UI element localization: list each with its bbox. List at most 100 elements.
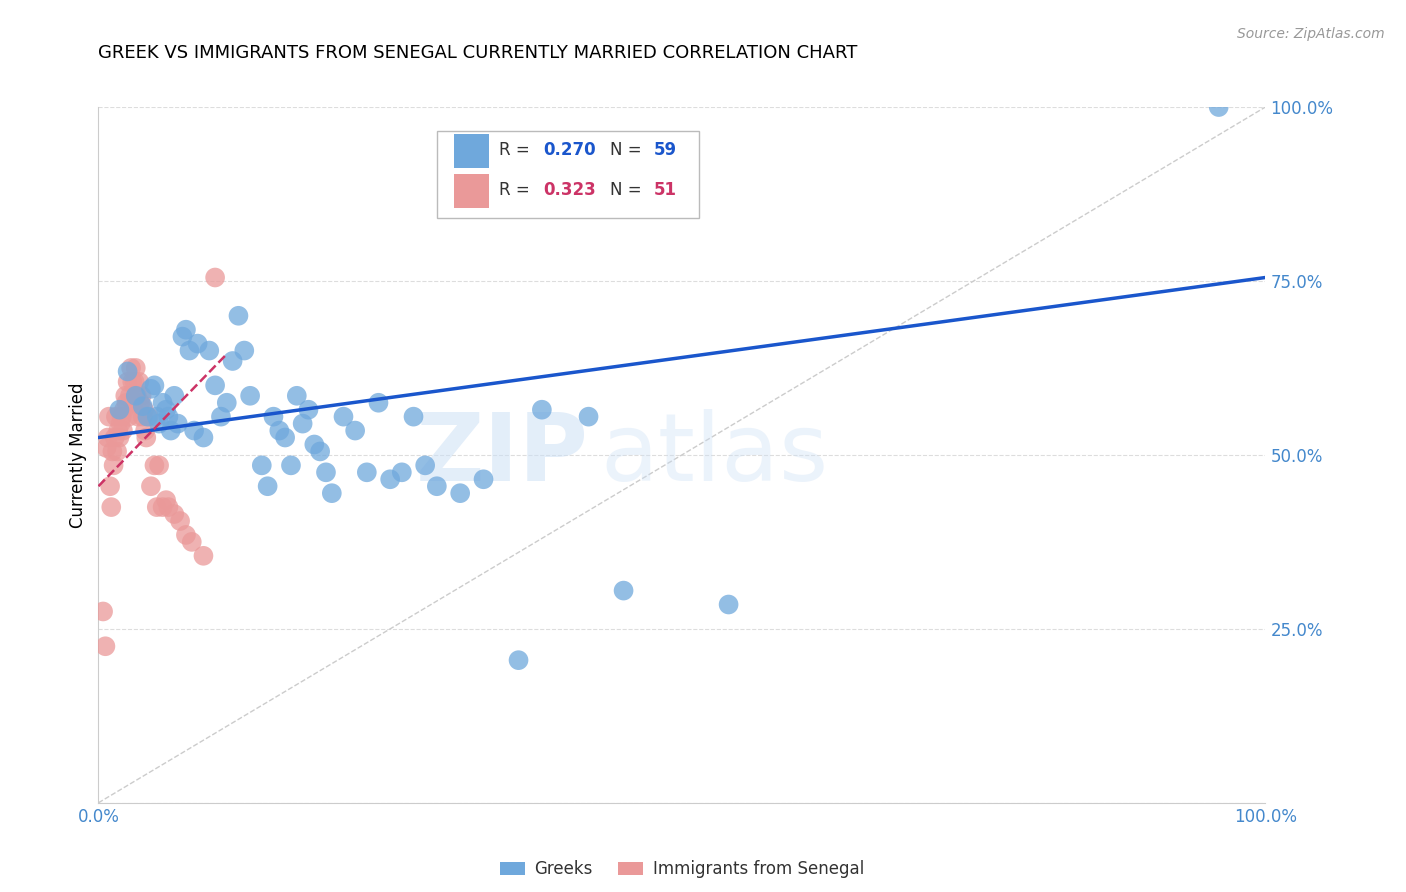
Point [291, 417, 314, 431]
Point [204, 378, 226, 392]
Point [157, 409, 180, 424]
Text: atlas: atlas [600, 409, 828, 501]
Point [103, 458, 125, 473]
Point [1208, 100, 1230, 114]
Point [530, 402, 553, 417]
Point [148, 458, 170, 473]
Point [107, 424, 129, 438]
Point [413, 458, 436, 473]
Point [104, 409, 127, 424]
Point [367, 396, 389, 410]
Point [179, 343, 201, 358]
Point [97, 409, 120, 424]
Point [228, 309, 250, 323]
Point [143, 458, 166, 473]
Point [449, 486, 471, 500]
Point [135, 431, 157, 445]
Point [356, 466, 378, 480]
Point [472, 472, 495, 486]
Point [139, 382, 162, 396]
Point [180, 535, 202, 549]
Point [125, 360, 148, 375]
Point [110, 417, 132, 431]
Point [321, 486, 343, 500]
Point [111, 424, 134, 438]
Text: 0.323: 0.323 [543, 181, 596, 199]
Text: 0.270: 0.270 [543, 141, 596, 160]
Point [578, 409, 600, 424]
Point [125, 389, 148, 403]
Point [129, 396, 152, 410]
Point [104, 431, 127, 445]
Point [163, 389, 186, 403]
Point [187, 336, 209, 351]
Point [426, 479, 449, 493]
Point [91, 605, 114, 619]
Point [193, 431, 215, 445]
Point [209, 409, 232, 424]
Point [94, 639, 117, 653]
Point [115, 396, 138, 410]
Point [132, 402, 155, 417]
Point [378, 472, 402, 486]
Bar [454, 174, 489, 208]
Point [508, 653, 530, 667]
Point [155, 493, 177, 508]
Point [152, 396, 174, 410]
Point [136, 409, 159, 424]
Point [717, 598, 740, 612]
Point [146, 409, 169, 424]
Text: R =: R = [499, 181, 534, 199]
Point [121, 375, 143, 389]
Legend: Greeks, Immigrants from Senegal: Greeks, Immigrants from Senegal [494, 854, 870, 885]
Point [174, 323, 197, 337]
Point [183, 424, 205, 438]
Point [174, 528, 197, 542]
Point [163, 507, 186, 521]
Text: 51: 51 [654, 181, 676, 199]
Point [215, 396, 238, 410]
Text: R =: R = [499, 141, 534, 160]
Point [105, 444, 128, 458]
Point [143, 378, 166, 392]
Text: N =: N = [610, 141, 647, 160]
Point [128, 375, 150, 389]
Point [127, 409, 149, 424]
Point [117, 364, 139, 378]
Point [198, 343, 221, 358]
Point [285, 389, 308, 403]
Point [132, 409, 155, 424]
Point [108, 402, 131, 417]
Point [139, 479, 162, 493]
Point [138, 409, 160, 424]
Point [146, 500, 169, 514]
Text: Source: ZipAtlas.com: Source: ZipAtlas.com [1237, 27, 1385, 41]
Point [118, 389, 141, 403]
Point [166, 417, 188, 431]
Point [309, 444, 332, 458]
Point [204, 270, 226, 285]
Point [155, 402, 177, 417]
Point [111, 409, 134, 424]
Point [344, 424, 367, 438]
Point [148, 417, 170, 431]
Point [122, 396, 145, 410]
Point [250, 458, 273, 473]
Bar [454, 135, 489, 168]
Point [96, 441, 118, 455]
Point [124, 375, 146, 389]
Point [402, 409, 425, 424]
Point [98, 479, 121, 493]
Point [131, 389, 153, 403]
Point [315, 466, 337, 480]
Point [125, 389, 148, 403]
Point [239, 389, 262, 403]
Point [120, 360, 142, 375]
Point [269, 424, 291, 438]
Text: ZIP: ZIP [416, 409, 589, 501]
Y-axis label: Currently Married: Currently Married [69, 382, 87, 528]
Point [112, 402, 135, 417]
Point [332, 409, 354, 424]
Point [304, 437, 326, 451]
Point [159, 424, 181, 438]
